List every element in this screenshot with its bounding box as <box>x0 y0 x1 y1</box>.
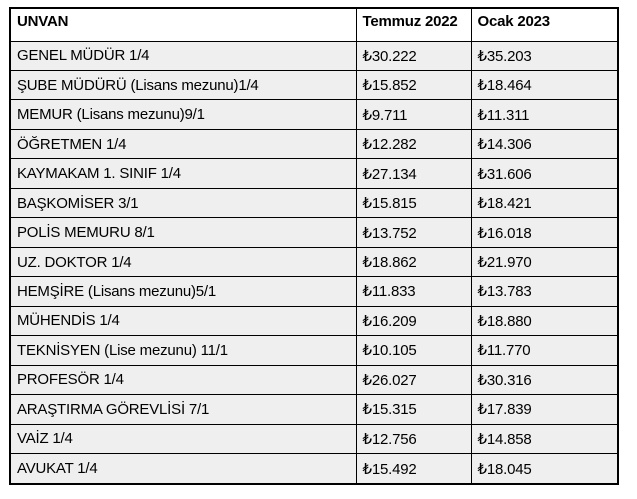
table-row: GENEL MÜDÜR 1/4 ₺30.222 ₺35.203 <box>9 40 619 71</box>
cell-unvan: HEMŞİRE (Lisans mezunu)5/1 <box>9 276 357 307</box>
table-row: BAŞKOMİSER 3/1 ₺15.815 ₺18.421 <box>9 187 619 219</box>
cell-temmuz-2022: ₺26.027 <box>355 364 472 396</box>
cell-ocak-2023: ₺18.045 <box>470 453 619 485</box>
table-row: TEKNİSYEN (Lise mezunu) 11/1 ₺10.105 ₺11.7… <box>9 335 619 366</box>
cell-temmuz-2022: ₺15.815 <box>355 187 472 219</box>
cell-ocak-2023: ₺14.858 <box>470 423 619 455</box>
cell-ocak-2023: ₺31.606 <box>470 158 619 189</box>
cell-ocak-2023: ₺18.464 <box>470 69 619 101</box>
cell-temmuz-2022: ₺13.752 <box>355 217 472 248</box>
cell-ocak-2023: ₺30.316 <box>470 364 619 396</box>
header-ocak-2023: Ocak 2023 <box>470 7 619 42</box>
cell-ocak-2023: ₺18.421 <box>470 187 619 219</box>
cell-unvan: UZ. DOKTOR 1/4 <box>9 246 357 278</box>
cell-ocak-2023: ₺17.839 <box>470 394 619 425</box>
cell-unvan: VAİZ 1/4 <box>9 423 357 455</box>
salary-table: UNVAN Temmuz 2022 Ocak 2023 GENEL MÜDÜR … <box>9 7 619 485</box>
cell-unvan: TEKNİSYEN (Lise mezunu) 11/1 <box>9 335 357 366</box>
cell-unvan: PROFESÖR 1/4 <box>9 364 357 396</box>
cell-unvan: MÜHENDİS 1/4 <box>9 305 357 337</box>
cell-temmuz-2022: ₺15.315 <box>355 394 472 425</box>
cell-temmuz-2022: ₺15.492 <box>355 453 472 485</box>
header-unvan: UNVAN <box>9 7 357 42</box>
cell-temmuz-2022: ₺9.711 <box>355 99 472 130</box>
table-row: MÜHENDİS 1/4 ₺16.209 ₺18.880 <box>9 305 619 337</box>
cell-ocak-2023: ₺21.970 <box>470 246 619 278</box>
table-row: KAYMAKAM 1. SINIF 1/4 ₺27.134 ₺31.606 <box>9 158 619 189</box>
cell-ocak-2023: ₺35.203 <box>470 40 619 71</box>
table-row: ŞUBE MÜDÜRÜ (Lisans mezunu)1/4 ₺15.852 ₺18… <box>9 69 619 101</box>
cell-temmuz-2022: ₺15.852 <box>355 69 472 101</box>
cell-ocak-2023: ₺14.306 <box>470 128 619 160</box>
cell-unvan: GENEL MÜDÜR 1/4 <box>9 40 357 71</box>
cell-ocak-2023: ₺11.770 <box>470 335 619 366</box>
cell-unvan: ARAŞTIRMA GÖREVLİSİ 7/1 <box>9 394 357 425</box>
cell-unvan: MEMUR (Lisans mezunu)9/1 <box>9 99 357 130</box>
table-body: GENEL MÜDÜR 1/4 ₺30.222 ₺35.203 ŞUBE MÜDÜRÜ… <box>9 40 619 485</box>
cell-temmuz-2022: ₺12.756 <box>355 423 472 455</box>
table-row: POLİS MEMURU 8/1 ₺13.752 ₺16.018 <box>9 217 619 248</box>
cell-ocak-2023: ₺18.880 <box>470 305 619 337</box>
cell-ocak-2023: ₺11.311 <box>470 99 619 130</box>
cell-temmuz-2022: ₺30.222 <box>355 40 472 71</box>
cell-temmuz-2022: ₺11.833 <box>355 276 472 307</box>
header-row: UNVAN Temmuz 2022 Ocak 2023 <box>9 7 619 42</box>
cell-temmuz-2022: ₺27.134 <box>355 158 472 189</box>
table-row: ARAŞTIRMA GÖREVLİSİ 7/1 ₺15.315 ₺17.839 <box>9 394 619 425</box>
cell-temmuz-2022: ₺12.282 <box>355 128 472 160</box>
cell-unvan: BAŞKOMİSER 3/1 <box>9 187 357 219</box>
cell-unvan: AVUKAT 1/4 <box>9 453 357 485</box>
cell-ocak-2023: ₺16.018 <box>470 217 619 248</box>
cell-temmuz-2022: ₺18.862 <box>355 246 472 278</box>
table-row: PROFESÖR 1/4 ₺26.027 ₺30.316 <box>9 364 619 396</box>
cell-temmuz-2022: ₺16.209 <box>355 305 472 337</box>
cell-unvan: ÖĞRETMEN 1/4 <box>9 128 357 160</box>
cell-temmuz-2022: ₺10.105 <box>355 335 472 366</box>
table-row: MEMUR (Lisans mezunu)9/1 ₺9.711 ₺11.311 <box>9 99 619 130</box>
table-row: ÖĞRETMEN 1/4 ₺12.282 ₺14.306 <box>9 128 619 160</box>
table-row: HEMŞİRE (Lisans mezunu)5/1 ₺11.833 ₺13.783 <box>9 276 619 307</box>
cell-unvan: ŞUBE MÜDÜRÜ (Lisans mezunu)1/4 <box>9 69 357 101</box>
cell-ocak-2023: ₺13.783 <box>470 276 619 307</box>
table-row: UZ. DOKTOR 1/4 ₺18.862 ₺21.970 <box>9 246 619 278</box>
cell-unvan: POLİS MEMURU 8/1 <box>9 217 357 248</box>
header-temmuz-2022: Temmuz 2022 <box>355 7 472 42</box>
table-row: AVUKAT 1/4 ₺15.492 ₺18.045 <box>9 453 619 485</box>
cell-unvan: KAYMAKAM 1. SINIF 1/4 <box>9 158 357 189</box>
table-row: VAİZ 1/4 ₺12.756 ₺14.858 <box>9 423 619 455</box>
